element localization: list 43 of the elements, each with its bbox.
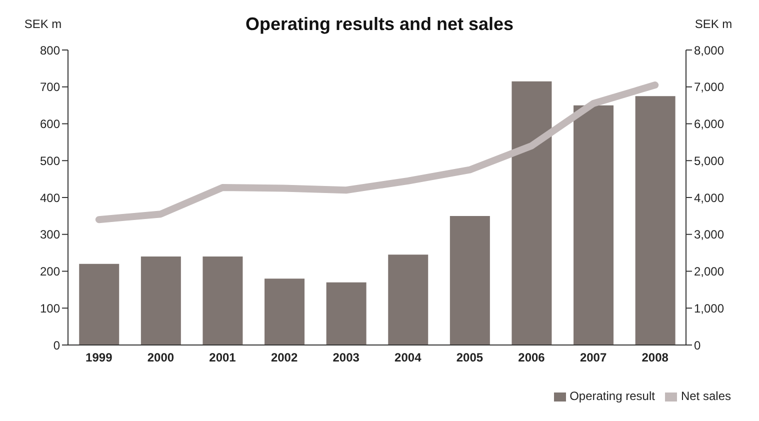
bar: [450, 216, 490, 345]
chart-title: Operating results and net sales: [245, 14, 514, 34]
y2-tick-label: 2,000: [694, 264, 724, 279]
bar: [202, 256, 243, 345]
y2-tick-label: 7,000: [694, 80, 724, 94]
y2-tick-label: 3,000: [694, 228, 724, 242]
y-tick-label: 100: [40, 301, 60, 316]
bar: [512, 81, 552, 345]
x-tick-label: 2004: [394, 350, 422, 365]
y-tick-label: 700: [40, 80, 60, 94]
x-tick-label: 2002: [270, 350, 298, 365]
y2-tick-label: 8,000: [694, 43, 724, 58]
x-tick-label: 1999: [86, 350, 113, 365]
y2-tick-label: 6,000: [694, 117, 724, 132]
y-tick-label: 600: [40, 117, 60, 132]
y-tick-label: 800: [40, 43, 60, 58]
x-tick-label: 2003: [332, 350, 360, 365]
bar: [635, 96, 676, 345]
bar: [388, 254, 428, 345]
y2-tick-label: 4,000: [694, 190, 724, 205]
bar: [326, 282, 366, 345]
y2-tick-label: 5,000: [694, 154, 724, 168]
y-tick-label: 200: [40, 264, 60, 279]
y2-tick-label: 0: [694, 338, 701, 352]
y-axis-title: SEK m: [24, 17, 62, 31]
x-tick-label: 2008: [642, 350, 669, 365]
x-tick-label: 2006: [518, 350, 546, 365]
x-tick-label: 2001: [209, 350, 236, 365]
x-tick-label: 2000: [147, 350, 174, 365]
y-tick-label: 400: [40, 190, 60, 205]
y-tick-label: 0: [53, 338, 60, 352]
y2-tick-label: 1,000: [694, 301, 724, 316]
bar: [574, 105, 614, 345]
bar: [264, 278, 305, 345]
bar: [79, 264, 120, 345]
y-tick-label: 500: [40, 154, 60, 168]
legend-label: Net sales: [680, 389, 731, 403]
x-tick-label: 2007: [580, 350, 607, 365]
y-tick-label: 300: [40, 228, 60, 242]
x-tick-label: 2005: [456, 350, 484, 365]
legend-label: Operating result: [570, 389, 655, 403]
y2-axis-title: SEK m: [694, 17, 732, 31]
bar: [140, 256, 181, 345]
